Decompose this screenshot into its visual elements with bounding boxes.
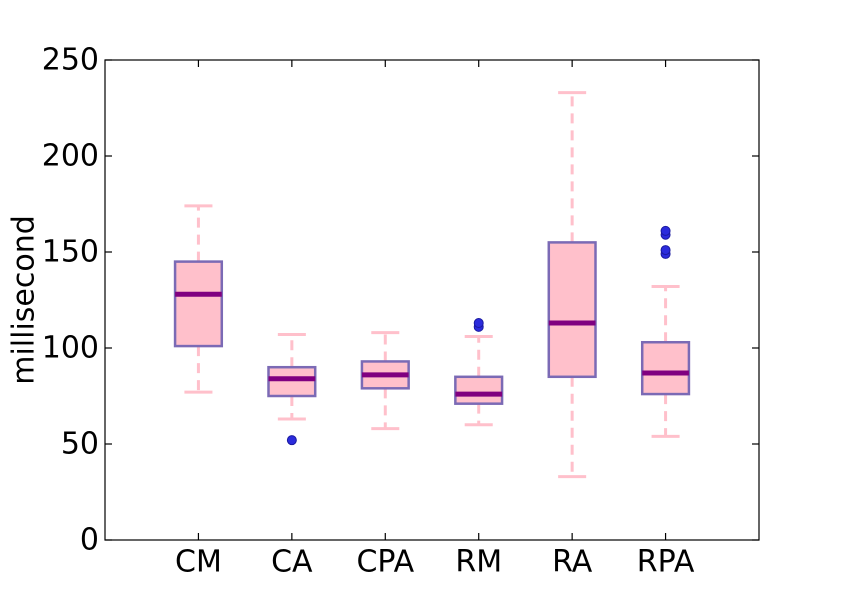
y-tick-label: 50 (61, 427, 99, 462)
iqr-box (640, 340, 691, 396)
y-tick-label: 150 (42, 235, 99, 270)
iqr-box (173, 260, 224, 348)
y-axis-label: millisecond (7, 215, 42, 385)
outlier-point (286, 435, 297, 446)
box-group-ca (267, 333, 317, 446)
y-tick-label: 0 (80, 523, 99, 558)
plot-frame (104, 59, 760, 541)
box-group-ra (547, 91, 597, 479)
boxes-layer (173, 91, 691, 479)
x-tick-label-rpa: RPA (637, 545, 695, 580)
iqr-box (454, 375, 504, 405)
x-tick-label-cpa: CPA (356, 545, 414, 580)
outlier-point (660, 245, 671, 256)
box-group-cpa (360, 331, 410, 431)
x-tick-label-cm: CM (175, 545, 222, 580)
y-tick-label: 250 (42, 43, 99, 78)
x-tick-label-ra: RA (552, 545, 593, 580)
ticks-layer: 0 50 100 150 200 250 CM CA CPA RM RA RPA (42, 43, 759, 580)
x-tick-label-rm: RM (455, 545, 502, 580)
y-tick-label: 100 (42, 331, 99, 366)
iqr-box (547, 241, 597, 379)
outlier-point (473, 318, 484, 329)
y-tick-label: 200 (42, 139, 99, 174)
iqr-box (267, 365, 317, 398)
box-group-rpa (640, 225, 691, 438)
box-group-rm (454, 318, 504, 427)
outlier-point (660, 225, 671, 236)
box-group-cm (173, 204, 224, 394)
x-tick-label-ca: CA (271, 545, 313, 580)
